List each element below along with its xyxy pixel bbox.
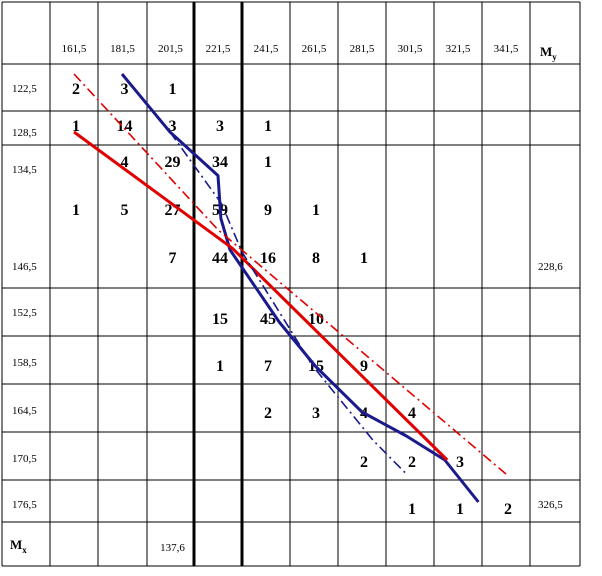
- frequency-cell: 1: [264, 118, 272, 135]
- x-header-row: 161,5 181,5 201,5 221,5 241,5 261,5 281,5 301,5…: [62, 43, 558, 62]
- x-header-label: 261,5: [302, 43, 327, 55]
- frequency-cells: 2 3 11 14 3 3 14 29 34 11 5 27 59 9 17 44 16 8 115 45 101 7 15…: [72, 81, 512, 518]
- frequency-cell: 9: [360, 358, 368, 375]
- frequency-cell: 3: [456, 454, 464, 471]
- frequency-cell: 16: [260, 250, 276, 267]
- regression-line-solid-1: [73, 130, 449, 462]
- y-header-column: 122,5 128,5 134,5 146,5 152,5 158,5 164,5 170,5…: [10, 83, 37, 555]
- frequency-cell: 1: [72, 118, 80, 135]
- frequency-cell: 29: [165, 154, 181, 171]
- frequency-cell: 4: [121, 154, 129, 171]
- frequency-cell: 45: [260, 311, 276, 328]
- regression-line-dashdot-2: [169, 131, 407, 475]
- frequency-cell: 1: [312, 202, 320, 219]
- frequency-cell: 2: [72, 81, 80, 98]
- frequency-cell: 14: [117, 118, 133, 135]
- y-header-label: 176,5: [12, 499, 37, 511]
- my-value: 228,6: [538, 261, 563, 273]
- frequency-cell: 3: [169, 118, 177, 135]
- mean-values: 228,6 326,5 137,6: [160, 261, 563, 554]
- frequency-cell: 3: [216, 118, 224, 135]
- frequency-cell: 2: [264, 405, 272, 422]
- frequency-cell: 4: [408, 405, 416, 422]
- frequency-cell: 2: [408, 454, 416, 471]
- x-header-label: 341,5: [494, 43, 519, 55]
- x-header-label: 201,5: [158, 43, 183, 55]
- frequency-cell: 7: [169, 250, 177, 267]
- y-header-label: 146,5: [12, 261, 37, 273]
- mx-value: 137,6: [160, 542, 185, 554]
- frequency-cell: 1: [216, 358, 224, 375]
- y-header-label: 158,5: [12, 357, 37, 369]
- frequency-cell: 3: [312, 405, 320, 422]
- frequency-cell: 15: [212, 311, 228, 328]
- frequency-cell: 1: [408, 501, 416, 518]
- x-header-label: 301,5: [398, 43, 423, 55]
- x-header-label: 181,5: [110, 43, 135, 55]
- frequency-cell: 3: [121, 81, 129, 98]
- y-header-label: 164,5: [12, 405, 37, 417]
- my-value: 326,5: [538, 499, 563, 511]
- y-header-label: 170,5: [12, 453, 37, 465]
- frequency-cell: 44: [212, 250, 228, 267]
- frequency-cell: 1: [456, 501, 464, 518]
- x-header-label: 221,5: [206, 43, 231, 55]
- mx-row-label: Mx: [10, 537, 27, 555]
- x-header-label: 161,5: [62, 43, 87, 55]
- y-header-label: 152,5: [12, 307, 37, 319]
- regression-line-solid-0: [120, 73, 480, 503]
- y-header-label: 122,5: [12, 83, 37, 95]
- frequency-cell: 1: [72, 202, 80, 219]
- x-header-label: 281,5: [350, 43, 375, 55]
- frequency-cell: 7: [264, 358, 272, 375]
- frequency-cell: 2: [504, 501, 512, 518]
- frequency-cell: 8: [312, 250, 320, 267]
- frequency-cell: 1: [360, 250, 368, 267]
- my-header-label: My: [540, 44, 557, 62]
- y-header-label: 134,5: [12, 164, 37, 176]
- frequency-cell: 34: [212, 154, 228, 171]
- frequency-cell: 2: [360, 454, 368, 471]
- frequency-cell: 9: [264, 202, 272, 219]
- table-grid: [1, 1, 581, 567]
- frequency-cell: 5: [121, 202, 129, 219]
- regression-lines: [73, 73, 507, 503]
- y-header-label: 128,5: [12, 127, 37, 139]
- frequency-cell: 1: [169, 81, 177, 98]
- x-header-label: 321,5: [446, 43, 471, 55]
- regression-line-dashdot-3: [73, 73, 507, 475]
- x-header-label: 241,5: [254, 43, 279, 55]
- frequency-cell: 1: [264, 154, 272, 171]
